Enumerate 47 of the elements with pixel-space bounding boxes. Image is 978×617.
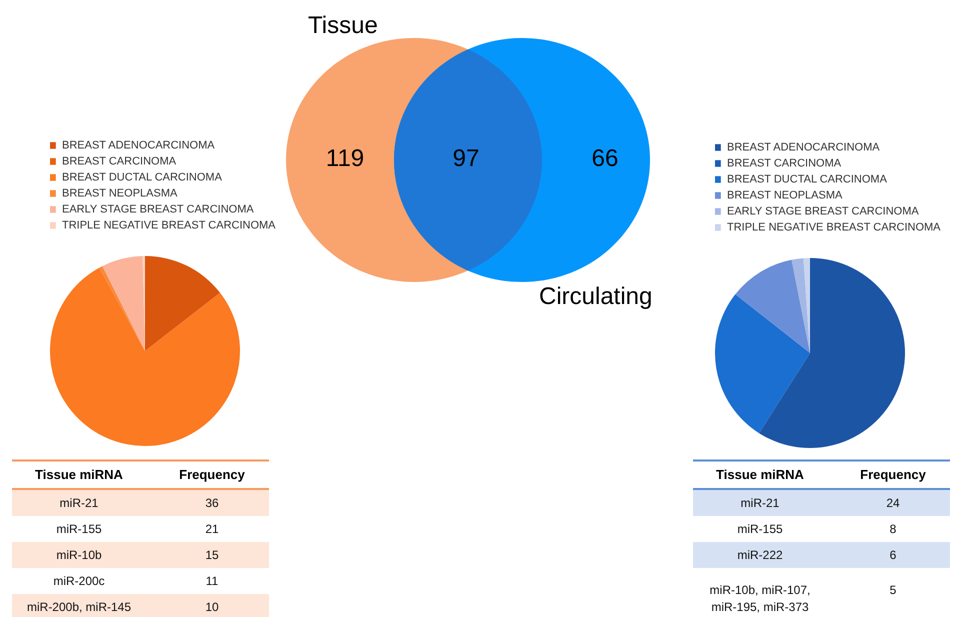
data-label: 97 (452, 145, 480, 172)
text: Frequency (860, 467, 927, 482)
data-label: 8 (890, 522, 897, 536)
text: Circulating (539, 283, 652, 310)
legend-label: BREAST ADENOCARCINOMA (62, 140, 216, 152)
legend-label: BREAST NEOPLASMA (727, 190, 843, 202)
legend-label: BREAST CARCINOMA (62, 156, 177, 168)
data-label: 11 (206, 574, 219, 588)
legend-label: BREAST DUCTAL CARCINOMA (727, 174, 888, 186)
category-label: miR-21 (60, 496, 99, 510)
category-label: miR-200c (53, 574, 105, 588)
text: Tissue miRNA (35, 467, 124, 482)
data-label: 15 (205, 548, 219, 562)
pie-slice (50, 268, 240, 446)
legend-label: TRIPLE NEGATIVE BREAST CARCINOMA (62, 220, 276, 232)
pie-slice (792, 258, 810, 353)
data-label: 5 (890, 583, 897, 597)
legend-label: TRIPLE NEGATIVE BREAST CARCINOMA (727, 222, 942, 234)
category-label: miR-200b, miR-145 (26, 600, 132, 614)
pie-slice (102, 256, 145, 351)
category-label: miR-10b, miR-107, miR-195, miR-373 (710, 583, 810, 614)
legend-label: BREAST NEOPLASMA (62, 188, 178, 200)
legend-label: EARLY STAGE BREAST CARCINOMA (727, 206, 920, 218)
text: Frequency (179, 467, 246, 482)
data-label: 24 (886, 496, 900, 510)
data-label: 66 (592, 145, 618, 172)
text: Tissue miRNA (716, 467, 805, 482)
pie-slice (759, 258, 905, 448)
category-label: miR-21 (740, 496, 780, 510)
data-label: 119 (326, 145, 364, 172)
legend-label: BREAST DUCTAL CARCINOMA (62, 172, 223, 184)
pie-slice (145, 256, 220, 351)
pie-slice (715, 294, 810, 434)
category-label: miR-222 (737, 548, 783, 562)
text: Tissue (308, 12, 378, 39)
data-label: 10 (205, 600, 219, 614)
legend-label: BREAST CARCINOMA (727, 158, 842, 170)
pie-slice (735, 260, 810, 353)
data-label: 21 (205, 522, 219, 536)
category-label: miR-155 (737, 522, 783, 536)
pie-slice (99, 266, 145, 351)
legend-label: BREAST ADENOCARCINOMA (727, 142, 880, 154)
category-label: miR-10b (56, 548, 102, 562)
data-label: 36 (205, 496, 219, 510)
legend-label: EARLY STAGE BREAST CARCINOMA (62, 204, 254, 216)
data-label: 6 (890, 548, 897, 562)
category-label: miR-155 (56, 522, 102, 536)
